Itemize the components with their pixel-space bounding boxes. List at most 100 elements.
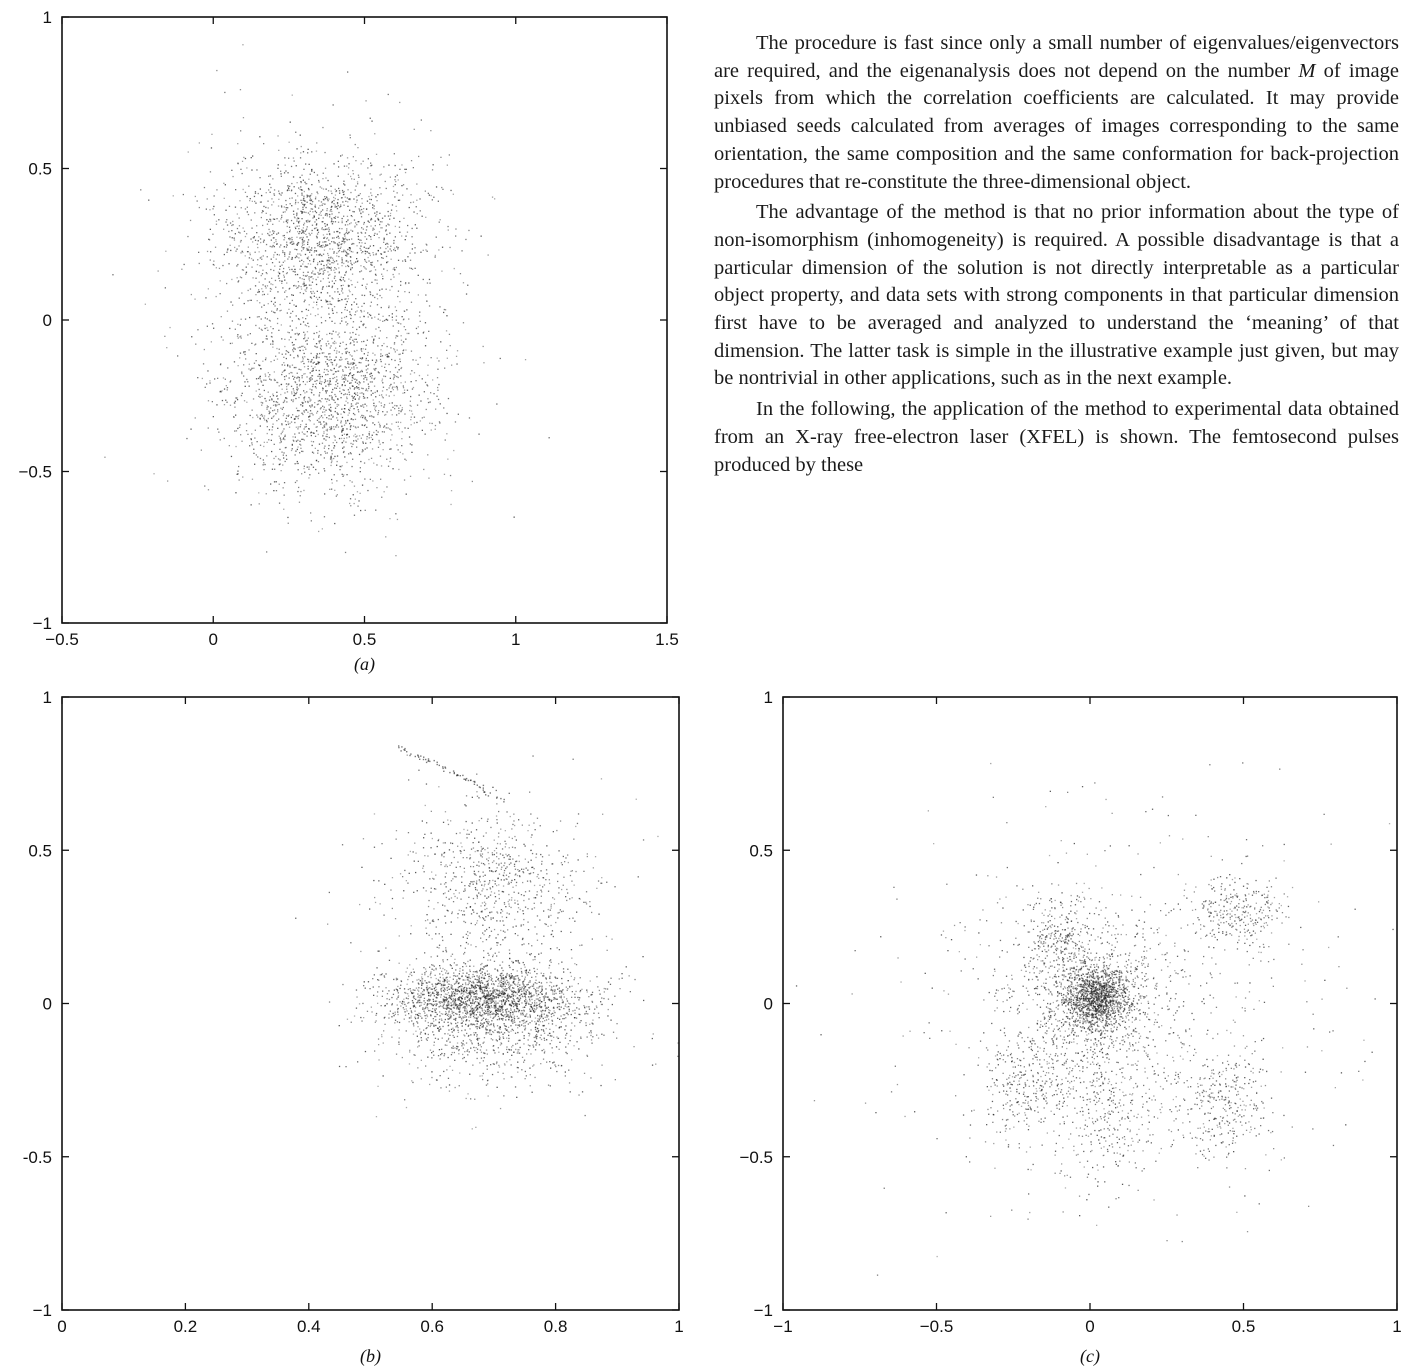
data-point <box>359 247 361 250</box>
data-point <box>458 998 460 1001</box>
data-point <box>385 225 387 227</box>
data-point <box>460 989 463 991</box>
data-point <box>297 208 299 210</box>
data-point <box>343 394 345 396</box>
data-point <box>339 465 341 468</box>
data-point <box>461 985 463 988</box>
data-point <box>270 335 273 338</box>
data-point <box>439 983 441 985</box>
data-point <box>388 959 391 961</box>
data-point <box>494 988 496 991</box>
data-point <box>372 422 374 424</box>
data-point <box>397 449 399 451</box>
data-point <box>357 260 359 262</box>
data-point <box>301 377 303 379</box>
data-point <box>485 996 487 998</box>
data-point <box>498 1000 501 1002</box>
data-point <box>426 300 428 302</box>
data-point <box>313 432 315 434</box>
data-point <box>329 353 331 355</box>
data-point <box>351 363 353 366</box>
data-point <box>293 285 295 287</box>
data-point <box>301 259 303 261</box>
data-point <box>262 341 264 343</box>
data-point <box>240 335 242 337</box>
data-point <box>325 422 327 424</box>
data-point <box>417 1017 419 1019</box>
data-point <box>327 365 329 367</box>
data-point <box>341 430 343 432</box>
data-point <box>333 435 335 437</box>
data-point <box>243 375 245 377</box>
data-point <box>368 195 370 198</box>
data-point <box>287 365 289 367</box>
data-point <box>300 181 302 184</box>
data-point <box>296 332 298 335</box>
data-point <box>401 431 403 433</box>
data-point <box>275 481 277 483</box>
data-point <box>505 1010 507 1012</box>
data-point <box>298 228 300 230</box>
data-point <box>307 401 309 404</box>
data-point <box>359 239 361 241</box>
data-point <box>229 381 231 383</box>
data-point <box>337 198 339 201</box>
data-point <box>341 243 343 245</box>
data-point <box>326 430 328 432</box>
data-point <box>353 262 355 264</box>
data-point <box>388 363 390 366</box>
data-point <box>379 174 381 176</box>
data-point <box>291 189 293 191</box>
data-point <box>393 394 395 397</box>
data-point <box>249 445 251 447</box>
data-point <box>274 265 276 267</box>
data-point <box>282 414 284 417</box>
data-point <box>362 397 365 399</box>
data-point <box>326 223 328 226</box>
data-point <box>311 404 313 406</box>
data-point <box>309 410 312 412</box>
data-point <box>349 452 352 454</box>
data-point <box>389 385 391 387</box>
data-point <box>442 986 444 988</box>
data-point <box>296 220 298 222</box>
data-point <box>307 187 310 190</box>
data-point <box>381 973 383 975</box>
data-point <box>506 994 509 996</box>
data-point <box>501 986 503 988</box>
data-point <box>345 303 347 306</box>
data-point <box>403 479 406 481</box>
data-point <box>288 339 290 341</box>
data-point <box>289 316 291 318</box>
data-point <box>288 238 290 240</box>
data-point <box>324 225 327 227</box>
data-point <box>348 289 350 291</box>
data-point <box>442 1006 444 1008</box>
data-point <box>447 458 449 460</box>
data-point <box>410 160 413 162</box>
data-point <box>301 278 303 280</box>
data-point <box>316 290 318 292</box>
data-point <box>327 380 329 382</box>
data-point <box>361 202 363 204</box>
data-point <box>389 457 392 459</box>
data-point <box>268 281 271 283</box>
y-tick-label: −0.5 <box>18 463 52 482</box>
data-point <box>323 438 326 440</box>
data-point <box>444 367 446 369</box>
data-point <box>355 403 357 405</box>
data-point <box>351 367 353 369</box>
data-point <box>535 976 537 978</box>
data-point <box>394 164 396 167</box>
data-point <box>336 208 339 210</box>
data-point <box>370 390 372 392</box>
data-point <box>341 260 343 262</box>
data-point <box>230 301 232 303</box>
data-point <box>299 394 302 396</box>
data-point <box>282 438 284 440</box>
data-point <box>393 242 395 244</box>
data-point <box>341 434 343 436</box>
data-point <box>375 153 378 155</box>
data-point <box>491 196 494 198</box>
data-point <box>284 237 286 239</box>
